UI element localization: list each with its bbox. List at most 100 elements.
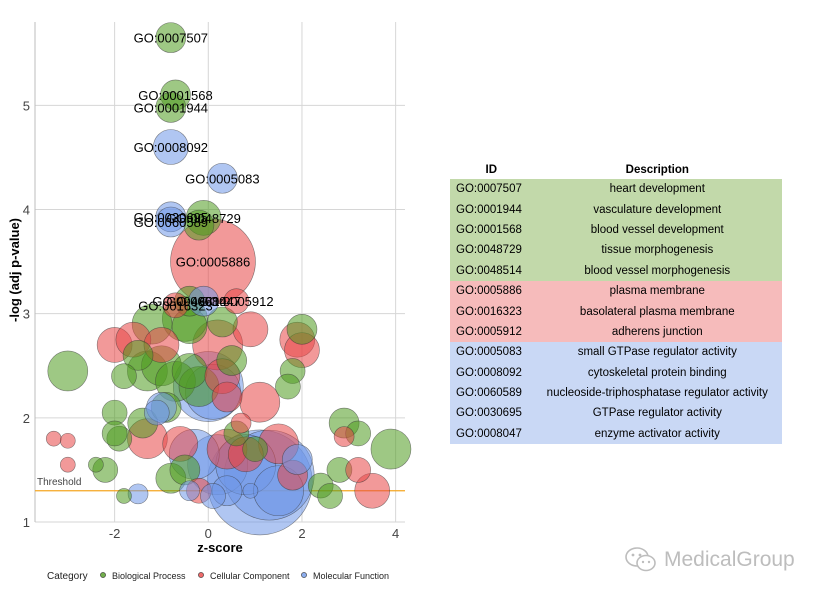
legend: Category Biological Process Cellular Comp… xyxy=(47,571,389,582)
term-label: GO:0001568 xyxy=(138,88,212,103)
y-tick-label: 3 xyxy=(23,307,30,322)
bubble-point xyxy=(179,480,200,502)
go-id-cell: GO:0001944 xyxy=(450,199,533,220)
bubble-point xyxy=(143,399,170,426)
term-label: GO:0001944 xyxy=(134,100,208,115)
go-id-cell: GO:0048514 xyxy=(450,260,533,281)
bubble-point xyxy=(242,436,268,462)
bubble-point xyxy=(232,311,269,348)
legend-label: Biological Process xyxy=(112,571,186,581)
term-label: GO:0048514 xyxy=(152,294,226,309)
bubble-point xyxy=(188,285,219,317)
go-description-cell: nucleoside-triphosphatase regulator acti… xyxy=(532,382,782,404)
term-label: GO:0060589 xyxy=(134,215,208,230)
table-row: GO:0030695 GTPase regulator activity xyxy=(450,403,782,424)
go-id-cell: GO:0016323 xyxy=(450,301,533,322)
bubble-point xyxy=(207,162,238,194)
x-axis: -2 0 2 4 xyxy=(109,526,399,541)
term-label: GO:0016323 xyxy=(138,298,212,313)
table-row: GO:0005912 adherens junction xyxy=(450,321,782,343)
go-description-cell: tissue morphogenesis xyxy=(532,240,782,261)
go-term-table: ID Description GO:0007507 heart developme… xyxy=(450,160,782,445)
bubbles xyxy=(45,22,412,536)
go-id-cell: GO:0005912 xyxy=(450,321,533,343)
legend-swatch xyxy=(198,572,204,578)
table-row: GO:0060589 nucleoside-triphosphatase regu… xyxy=(450,382,782,404)
table-row: GO:0001944 vasculature development xyxy=(450,199,782,220)
bubble-chart: Threshold GO:0007507 GO:0001568GO:0001944… xyxy=(7,22,412,582)
bubble-point xyxy=(47,350,89,392)
bubble-point xyxy=(155,22,187,53)
go-id-cell: GO:0008047 xyxy=(450,423,533,445)
table-header-row: ID Description xyxy=(450,160,782,179)
go-id-cell: GO:0001568 xyxy=(450,219,533,241)
bubble-point xyxy=(345,457,371,483)
y-tick-label: 1 xyxy=(23,515,30,530)
watermark: MedicalGroup xyxy=(624,546,795,574)
term-label: GO:0008047 xyxy=(166,294,240,309)
y-axis-title: -log (adj p-value) xyxy=(7,218,22,322)
table-row: GO:0008092 cytoskeletal protein binding xyxy=(450,362,782,383)
go-id-cell: GO:0007507 xyxy=(450,179,533,200)
term-label: GO:0030695 xyxy=(134,210,208,225)
bubble-point xyxy=(155,206,187,238)
go-description-cell: enzyme activator activity xyxy=(532,423,782,445)
table-row: GO:0007507 heart development xyxy=(450,179,782,200)
watermark-text: MedicalGroup xyxy=(664,548,795,571)
wechat-icon xyxy=(625,547,656,572)
term-label: GO:0008092 xyxy=(134,140,208,155)
bubble-point xyxy=(59,456,76,473)
y-tick-label: 5 xyxy=(23,98,30,113)
threshold-label: Threshold xyxy=(37,477,81,488)
x-tick-label: 2 xyxy=(298,526,305,541)
y-tick-label: 4 xyxy=(23,203,30,218)
bubble-point xyxy=(88,456,104,473)
bubble-point xyxy=(162,292,189,319)
bubble-point xyxy=(122,340,154,371)
go-description-cell: GTPase regulator activity xyxy=(532,403,782,424)
legend-label: Cellular Component xyxy=(210,571,290,581)
bubble-point xyxy=(101,420,128,447)
go-id-cell: GO:0060589 xyxy=(450,382,533,404)
table-row: GO:0005083 small GTPase regulator activit… xyxy=(450,342,782,363)
x-tick-label: 0 xyxy=(205,526,212,541)
column-header-id: ID xyxy=(450,160,533,179)
go-id-cell: GO:0005886 xyxy=(450,280,533,302)
term-label: GO:0005083 xyxy=(185,171,259,186)
term-label: GO:0007507 xyxy=(134,31,208,46)
table-row: GO:0048514 blood vessel morphogenesis xyxy=(450,260,782,281)
table-row: GO:0048729 tissue morphogenesis xyxy=(450,240,782,261)
bubble-point xyxy=(211,381,243,413)
go-description-cell: vasculature development xyxy=(532,199,782,220)
bubble-point xyxy=(116,488,132,504)
bubble-point xyxy=(171,353,208,389)
bubble-point xyxy=(275,373,301,400)
term-label: GO:0005912 xyxy=(199,294,273,309)
term-label: GO:0048729 xyxy=(166,211,240,226)
term-label: GO:0005886 xyxy=(176,255,250,270)
go-description-cell: cytoskeletal protein binding xyxy=(532,362,782,383)
y-tick-label: 2 xyxy=(23,411,30,426)
go-description-cell: adherens junction xyxy=(532,321,782,343)
go-id-cell: GO:0048729 xyxy=(450,240,533,261)
legend-label: Molecular Function xyxy=(313,571,389,581)
bubble-point xyxy=(45,430,62,447)
bubble-point xyxy=(59,432,76,449)
bubble-point xyxy=(286,313,318,345)
go-description-cell: heart development xyxy=(532,179,782,200)
table-row: GO:0008047 enzyme activator activity xyxy=(450,423,782,445)
column-header-description: Description xyxy=(532,160,782,179)
bubble-point xyxy=(230,412,252,434)
go-description-cell: small GTPase regulator activity xyxy=(532,342,782,363)
x-tick-label: 4 xyxy=(392,526,399,541)
bubble-point xyxy=(223,288,250,314)
y-axis: 1 2 3 4 5 xyxy=(23,98,30,530)
bubble-point xyxy=(333,426,355,447)
legend-swatch xyxy=(301,572,307,578)
bubble-point xyxy=(200,483,226,509)
bubble-point xyxy=(317,483,343,509)
go-id-cell: GO:0008092 xyxy=(450,362,533,383)
bubble-point xyxy=(216,345,248,376)
x-tick-label: -2 xyxy=(109,526,121,541)
